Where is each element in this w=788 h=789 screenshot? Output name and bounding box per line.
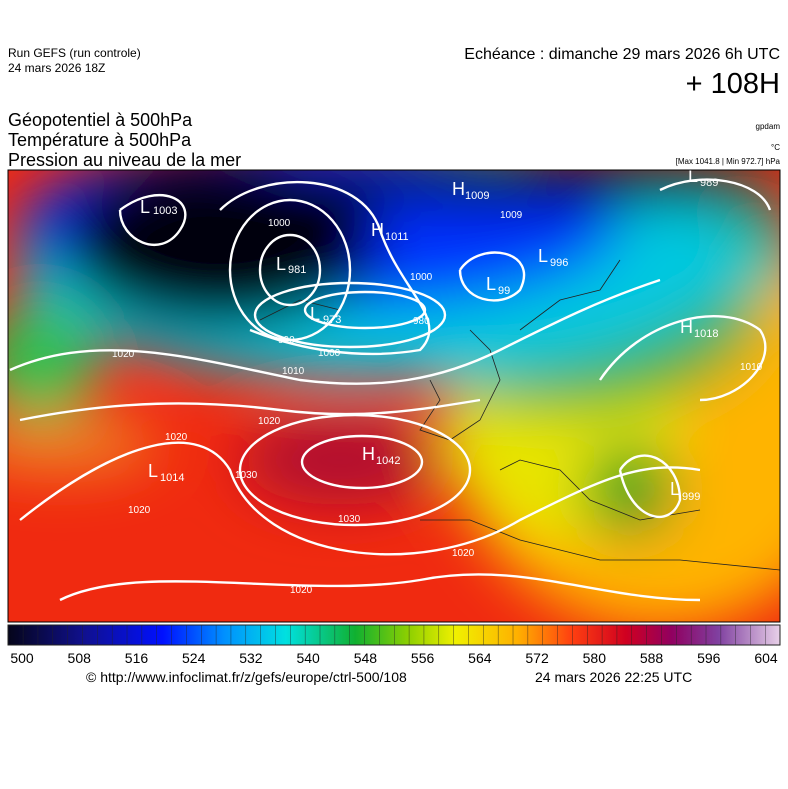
center-kind: L (140, 197, 150, 217)
colorbar-tick-label: 516 (125, 650, 149, 666)
isobar-label: 1010 (282, 366, 305, 377)
colorbar-tick-label: 556 (411, 650, 435, 666)
lead-time: + 108H (685, 68, 780, 100)
center-kind: L (148, 461, 158, 481)
field-title: Pression au niveau de la mer (8, 150, 242, 170)
centers: L 1003 H 1009 H 1011 L 981 L 973 L 989 L… (140, 166, 718, 503)
isobar-label: 1030 (235, 470, 258, 481)
colorbar-tick-label: 604 (754, 650, 778, 666)
center-value: 1011 (385, 231, 409, 243)
center-kind: L (486, 274, 496, 294)
unit: °C (771, 143, 780, 152)
colorbar-tick-label: 508 (68, 650, 92, 666)
colorbar-cells (8, 625, 780, 645)
isobar-label: 1020 (112, 349, 135, 360)
source-url: © http://www.infoclimat.fr/z/gefs/europe… (86, 669, 407, 685)
field-title: Géopotentiel à 500hPa (8, 110, 193, 130)
map-frame (7, 169, 781, 623)
center-value: 1003 (153, 205, 177, 217)
field: 1009 980 1000 990 1000 1010 1020 1020 10… (8, 166, 780, 622)
center-kind: L (538, 246, 548, 266)
colorbar-tick-label: 540 (296, 650, 320, 666)
run-date: 24 mars 2026 18Z (8, 61, 106, 75)
run-label: Run GEFS (run controle) (8, 46, 141, 60)
colorbar-tick-label: 532 (239, 650, 263, 666)
isobar-label: 1020 (128, 505, 151, 516)
center-value: 973 (323, 314, 341, 326)
colorbar-tick-label: 548 (354, 650, 378, 666)
colorbar-tick-label: 588 (640, 650, 664, 666)
center-value: 989 (700, 177, 718, 189)
center-kind: L (310, 304, 320, 324)
center-value: 1014 (160, 472, 184, 484)
center-kind: L (688, 166, 698, 186)
isobar-label: 1020 (258, 416, 281, 427)
isobar-label: 1000 (410, 272, 433, 283)
colorbar-frame (7, 624, 781, 646)
isobar-label: 990 (278, 335, 295, 346)
colorbar-tick-label: 564 (468, 650, 492, 666)
isobar-label: 1000 (268, 218, 291, 229)
colorbar-tick-label: 580 (583, 650, 607, 666)
isobar-label: 1020 (452, 548, 475, 559)
isobar-label: 1020 (290, 585, 313, 596)
issue-time: 24 mars 2026 22:25 UTC (535, 669, 693, 685)
colorbar-tick-label: 596 (697, 650, 721, 666)
colorbar: 500 508 516 524 532 540 548 556 564 572 580 588 596 6… (7, 624, 781, 666)
isobar-label: 1020 (165, 432, 188, 443)
isobars (9, 178, 772, 602)
center-kind: H (680, 317, 693, 337)
center-value: 1009 (465, 190, 489, 202)
field-title: Température à 500hPa (8, 130, 192, 150)
center-value: 99 (498, 285, 510, 297)
echeance: Echéance : dimanche 29 mars 2026 6h UTC (464, 46, 780, 63)
center-value: 981 (288, 264, 306, 276)
center-value: 1018 (694, 328, 718, 340)
colorbar-tick-label: 572 (525, 650, 549, 666)
isobar-label: 1010 (740, 362, 763, 373)
center-kind: L (276, 254, 286, 274)
center-kind: L (670, 479, 680, 499)
isobar-label: 1000 (318, 348, 341, 359)
center-kind: H (362, 444, 375, 464)
colorbar-tick-label: 500 (10, 650, 34, 666)
center-value: 999 (682, 491, 700, 503)
isobar-label: 980 (413, 316, 430, 327)
center-kind: H (371, 220, 384, 240)
colorbar-tick-label: 524 (182, 650, 206, 666)
isobar-label: 1009 (500, 210, 523, 221)
center-value: 1042 (376, 455, 400, 467)
center-kind: H (452, 179, 465, 199)
center-value: 996 (550, 257, 568, 269)
isobar-label: 1030 (338, 514, 361, 525)
isobar-labels: 1009 980 1000 990 1000 1010 1020 1020 10… (112, 210, 763, 596)
range: [Max 1041.8 | Min 972.7] hPa (675, 157, 780, 166)
unit: gpdam (755, 122, 780, 131)
